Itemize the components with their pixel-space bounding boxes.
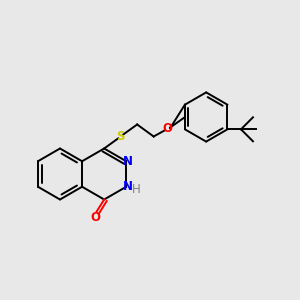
Text: N: N [123, 180, 133, 193]
Text: H: H [131, 183, 140, 196]
Text: O: O [90, 211, 100, 224]
Text: S: S [116, 130, 125, 143]
Text: O: O [162, 122, 172, 136]
Text: N: N [123, 155, 133, 168]
